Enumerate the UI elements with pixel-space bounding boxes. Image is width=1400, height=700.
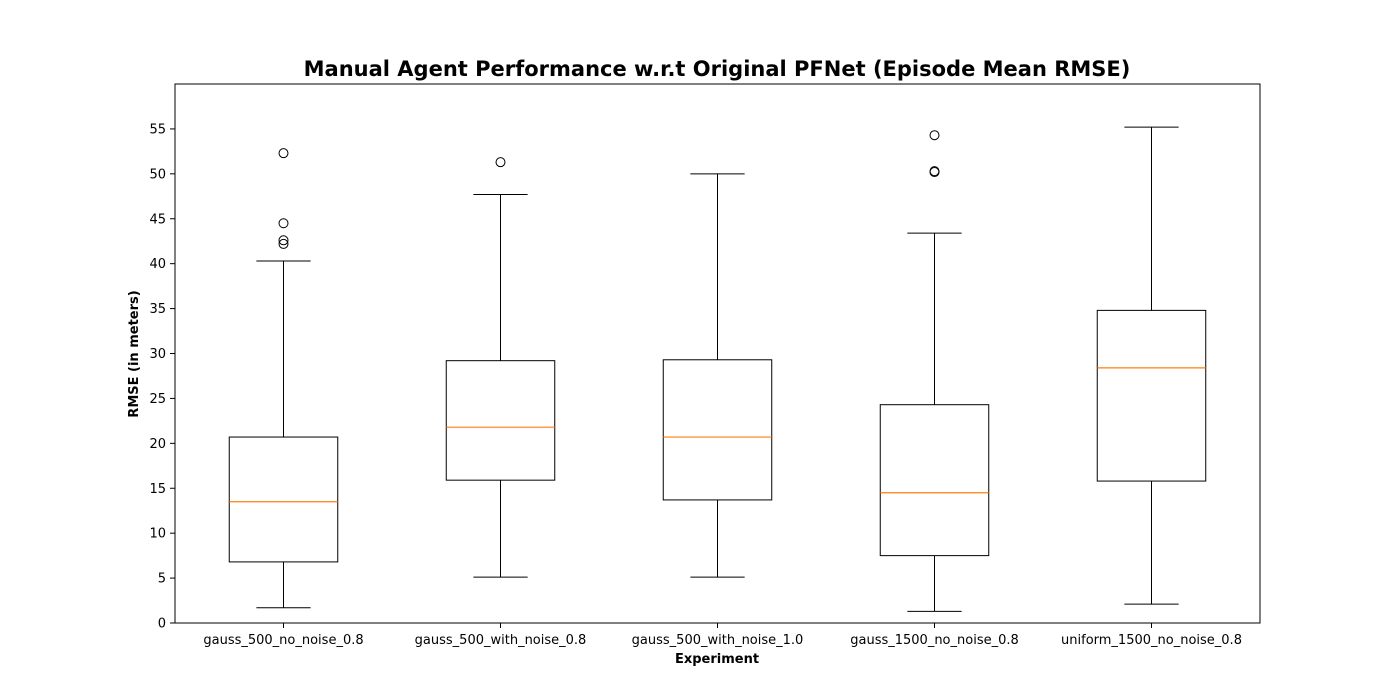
outlier-point: [929, 166, 940, 177]
box: [662, 359, 773, 501]
box: [445, 360, 556, 481]
x-axis-title: Experiment: [675, 652, 759, 667]
y-tick-label: 10: [149, 527, 166, 542]
x-tick-label: gauss_500_with_noise_0.8: [415, 633, 587, 648]
y-tick-label: 55: [149, 122, 166, 137]
x-tick-label: gauss_500_no_noise_0.8: [203, 633, 363, 648]
x-tick-label: gauss_1500_no_noise_0.8: [850, 633, 1019, 648]
y-tick-label: 35: [149, 302, 166, 317]
y-tick-label: 50: [149, 167, 166, 182]
y-tick-label: 15: [149, 482, 166, 497]
y-tick-label: 25: [149, 392, 166, 407]
x-tick-label: uniform_1500_no_noise_0.8: [1061, 633, 1242, 648]
outlier-point: [278, 238, 289, 249]
chart-title: Manual Agent Performance w.r.t Original …: [304, 57, 1131, 81]
plot-area: 0 5 10 15 20 25 30 35 40 45 50 55 gauss_500_no_noise…: [149, 83, 1261, 648]
y-tick-label: 20: [149, 437, 166, 452]
box: [228, 436, 339, 563]
box: [879, 404, 990, 557]
y-tick-label: 30: [149, 347, 166, 362]
outlier-point: [929, 130, 940, 141]
y-tick-label: 45: [149, 212, 166, 227]
box: [1096, 309, 1207, 482]
outlier-point: [278, 235, 289, 246]
outlier-point: [495, 157, 506, 168]
y-tick-label: 0: [158, 617, 166, 632]
x-tick-label: gauss_500_with_noise_1.0: [632, 633, 804, 648]
outlier-point: [278, 148, 289, 159]
y-tick-label: 5: [158, 572, 166, 587]
y-axis-title: RMSE (in meters): [127, 290, 142, 417]
y-tick-label: 40: [149, 257, 166, 272]
outlier-point: [278, 218, 289, 229]
